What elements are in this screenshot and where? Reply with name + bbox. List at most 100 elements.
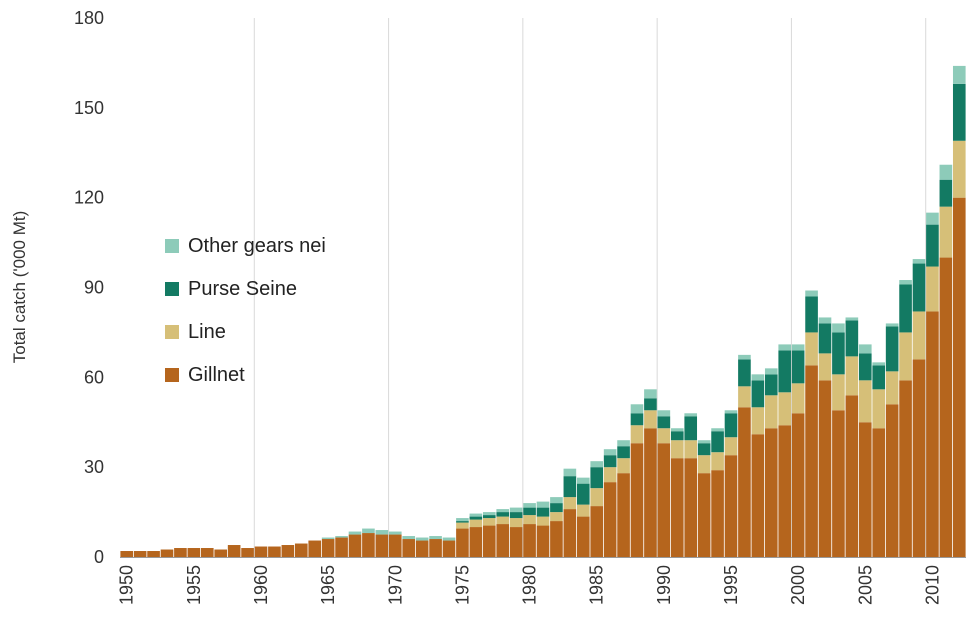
bar-line-1992 (684, 440, 698, 459)
x-tick-2005: 2005 (855, 565, 875, 605)
legend-swatch-purse-seine (165, 282, 179, 296)
bar-gillnet-2006 (872, 428, 886, 557)
bar-line-1998 (764, 395, 778, 429)
y-axis-title: Total catch ('000 Mt) (10, 211, 29, 364)
legend-label-line: Line (188, 321, 226, 343)
bar-other-gears-nei-1999 (778, 344, 792, 351)
bar-line-1988 (630, 425, 644, 444)
bar-line-1993 (697, 455, 711, 474)
bar-other-gears-nei-1980 (523, 503, 536, 508)
bar-other-gears-nei-2002 (818, 317, 832, 324)
bar-gillnet-1963 (294, 543, 308, 557)
bar-gillnet-1958 (227, 545, 241, 557)
bar-gillnet-1987 (617, 473, 630, 557)
bar-purse-seine-1987 (617, 446, 630, 459)
bar-other-gears-nei-1988 (630, 404, 644, 414)
bar-gillnet-1995 (724, 455, 738, 557)
bar-purse-seine-2009 (912, 263, 926, 312)
bar-other-gears-nei-1992 (684, 413, 698, 417)
bar-purse-seine-2008 (899, 284, 912, 333)
bar-line-2000 (791, 383, 805, 414)
bar-line-1983 (563, 497, 577, 510)
y-tick-120: 120 (74, 188, 104, 208)
y-tick-90: 90 (84, 278, 104, 298)
bar-other-gears-nei-1990 (657, 410, 671, 417)
bar-other-gears-nei-2003 (832, 323, 845, 333)
bar-purse-seine-1988 (630, 413, 644, 426)
bar-line-1996 (738, 386, 751, 408)
bar-gillnet-1950 (120, 551, 134, 557)
bar-purse-seine-1989 (644, 398, 657, 411)
bar-line-2011 (939, 206, 953, 258)
bar-gillnet-1977 (482, 525, 496, 557)
x-tick-1985: 1985 (587, 565, 607, 605)
bar-gillnet-1965 (321, 539, 335, 557)
bar-purse-seine-1978 (496, 512, 510, 517)
bar-line-2008 (899, 332, 912, 381)
legend-label-other-gears-nei: Other gears nei (188, 235, 326, 257)
bar-other-gears-nei-1979 (509, 507, 523, 513)
bar-line-2004 (845, 356, 859, 396)
bar-other-gears-nei-2010 (926, 212, 939, 225)
bar-purse-seine-1992 (684, 416, 698, 441)
legend-swatch-line (165, 325, 179, 339)
x-tick-2010: 2010 (922, 565, 942, 605)
bar-other-gears-nei-1969 (375, 530, 389, 535)
bar-line-1976 (469, 519, 483, 528)
bar-other-gears-nei-1994 (711, 428, 724, 432)
bar-line-2009 (912, 311, 926, 360)
bar-other-gears-nei-1989 (644, 389, 657, 399)
bar-line-1990 (657, 428, 671, 444)
bar-line-2006 (872, 389, 886, 429)
bar-purse-seine-1986 (603, 455, 617, 468)
bar-gillnet-1953 (160, 549, 174, 557)
bar-gillnet-1974 (442, 540, 456, 557)
bar-gillnet-1999 (778, 425, 792, 557)
x-tick-1955: 1955 (184, 565, 204, 605)
bar-purse-seine-1982 (550, 503, 563, 513)
bar-gillnet-1971 (402, 539, 416, 557)
bar-gillnet-1998 (764, 428, 778, 557)
bar-other-gears-nei-1967 (348, 531, 362, 535)
bar-purse-seine-1983 (563, 476, 577, 498)
bar-gillnet-1972 (415, 540, 429, 557)
bar-purse-seine-1994 (711, 431, 724, 453)
bar-purse-seine-2002 (818, 323, 832, 354)
y-tick-150: 150 (74, 98, 104, 118)
bar-gillnet-1968 (362, 533, 375, 557)
bar-line-2001 (805, 332, 818, 366)
bar-line-1981 (536, 516, 550, 526)
bar-gillnet-1993 (697, 473, 711, 557)
bar-gillnet-1986 (603, 482, 617, 557)
bar-other-gears-nei-1965 (321, 537, 335, 540)
bar-purse-seine-2004 (845, 320, 859, 357)
x-tick-1950: 1950 (117, 565, 137, 605)
bar-gillnet-1964 (308, 540, 322, 557)
bar-purse-seine-1981 (536, 507, 550, 517)
bar-line-1985 (590, 488, 604, 507)
y-tick-30: 30 (84, 457, 104, 477)
bar-gillnet-2003 (832, 410, 845, 557)
bar-other-gears-nei-1982 (550, 497, 563, 504)
bar-other-gears-nei-1995 (724, 410, 738, 414)
bar-line-1979 (509, 518, 523, 528)
bar-other-gears-nei-2000 (791, 344, 805, 351)
x-tick-2000: 2000 (788, 565, 808, 605)
bar-gillnet-1970 (388, 534, 402, 557)
bar-purse-seine-2003 (832, 332, 845, 375)
bar-purse-seine-2001 (805, 296, 818, 333)
bar-other-gears-nei-1996 (738, 354, 751, 360)
x-tick-1960: 1960 (251, 565, 271, 605)
bar-purse-seine-1979 (509, 512, 523, 519)
bar-gillnet-1989 (644, 428, 657, 557)
bar-purse-seine-2010 (926, 224, 939, 267)
bar-purse-seine-1976 (469, 516, 483, 520)
x-axis-tick-labels: 1950 1955 1960 1965 1970 1975 1980 1985 1990 1995… (117, 565, 943, 605)
bar-line-1997 (751, 407, 765, 435)
bars (120, 65, 966, 557)
x-tick-1965: 1965 (318, 565, 338, 605)
bar-line-2012 (952, 140, 966, 198)
bar-purse-seine-2006 (872, 365, 886, 390)
bar-line-1987 (617, 458, 630, 474)
